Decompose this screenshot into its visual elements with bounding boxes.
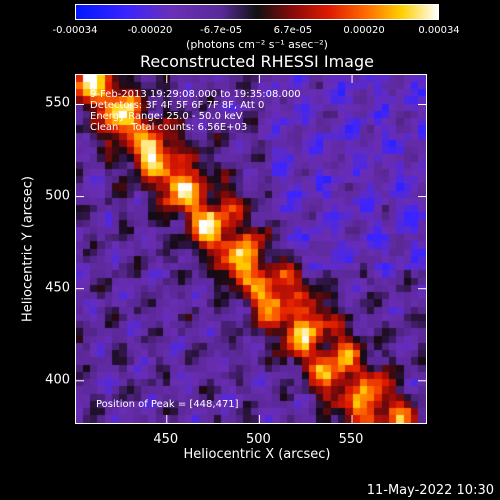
colorbar-tick-label: 0.00034 xyxy=(418,25,459,36)
y-axis-label: Heliocentric Y (arcsec) xyxy=(21,176,36,322)
image-title: Reconstructed RHESSI Image xyxy=(140,52,374,71)
colorbar-tick-label: -6.7e-05 xyxy=(200,25,242,36)
colorbar xyxy=(75,4,439,20)
x-axis-label: Heliocentric X (arcsec) xyxy=(184,447,331,462)
y-tick-label: 450 xyxy=(45,280,70,295)
y-tick-label: 500 xyxy=(45,188,70,203)
x-tick-label: 450 xyxy=(153,432,178,447)
x-tick-label: 500 xyxy=(246,432,271,447)
x-tick-label: 550 xyxy=(339,432,364,447)
colorbar-tick-label: -0.00020 xyxy=(127,25,172,36)
colorbar-tick-label: 0.00020 xyxy=(343,25,384,36)
colorbar-tick-label: -0.00034 xyxy=(53,25,98,36)
axis-tick-marks xyxy=(76,75,426,423)
y-tick-label: 400 xyxy=(45,372,70,387)
rhessi-image-plot: 9-Feb-2013 19:29:08.000 to 19:35:08.000 … xyxy=(75,74,427,424)
timestamp: 11-May-2022 10:30 xyxy=(367,483,494,498)
colorbar-units: (photons cm⁻² s⁻¹ asec⁻²) xyxy=(186,38,328,51)
y-tick-label: 550 xyxy=(45,96,70,111)
colorbar-tick-label: 6.7e-05 xyxy=(274,25,312,36)
